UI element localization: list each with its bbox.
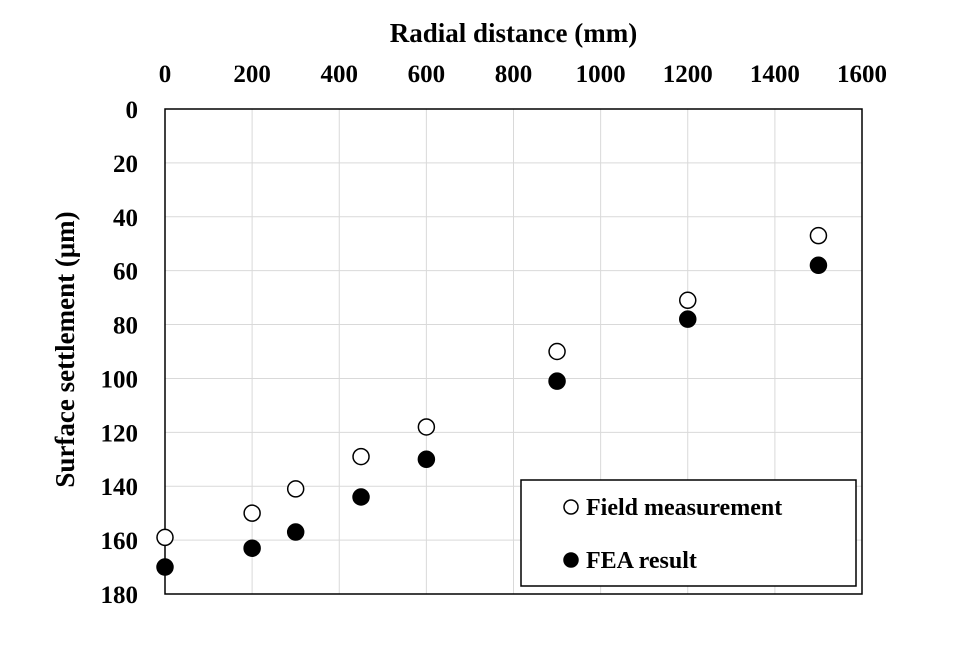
x-tick-label: 0 xyxy=(159,61,172,88)
y-tick-label: 20 xyxy=(113,151,138,178)
legend-marker-fea-result xyxy=(563,552,579,568)
tick-labels: 0 200 400 600 800 1000 1200 1400 1600 0 20 40 60 80 10… xyxy=(101,61,888,609)
legend-label-fea-result: FEA result xyxy=(586,548,697,574)
legend: Field measurement FEA result xyxy=(520,479,857,587)
y-tick-label: 160 xyxy=(101,528,139,555)
x-tick-label: 600 xyxy=(408,61,446,88)
x-tick-label: 1000 xyxy=(576,61,626,88)
legend-marker-field-measurement xyxy=(563,499,579,515)
y-tick-label: 60 xyxy=(113,259,138,286)
fea-result-point xyxy=(548,372,566,390)
field-measurement-point xyxy=(548,342,566,361)
data-points xyxy=(156,226,828,576)
legend-box xyxy=(520,479,857,587)
field-measurement-point xyxy=(156,528,174,547)
fea-result-point xyxy=(243,539,261,557)
field-measurement-point xyxy=(352,447,370,466)
fea-result-point xyxy=(679,310,697,328)
y-tick-label: 80 xyxy=(113,313,138,340)
y-tick-label: 120 xyxy=(101,420,139,447)
fea-result-point xyxy=(352,488,370,506)
field-measurement-point xyxy=(286,480,305,498)
x-tick-label: 1400 xyxy=(750,61,800,88)
x-tick-label: 400 xyxy=(321,61,359,88)
fea-result-point xyxy=(417,450,436,469)
y-tick-label: 100 xyxy=(101,366,139,393)
legend-label-field-measurement: Field measurement xyxy=(586,495,782,521)
fea-result-point xyxy=(286,523,305,541)
y-tick-label: 180 xyxy=(101,582,139,609)
y-tick-label: 0 xyxy=(126,97,139,124)
field-measurement-point xyxy=(679,291,697,310)
x-tick-label: 1600 xyxy=(837,61,887,88)
field-measurement-point xyxy=(243,504,261,522)
plot-frame xyxy=(164,108,863,595)
x-tick-label: 800 xyxy=(495,61,533,88)
fea-result-point xyxy=(156,558,174,576)
y-tick-label: 140 xyxy=(101,474,139,501)
y-axis-title: Surface settlement (μm) xyxy=(50,211,80,487)
fea-result-point xyxy=(809,256,828,275)
x-tick-label: 200 xyxy=(233,61,271,88)
y-tick-label: 40 xyxy=(113,205,138,232)
x-axis-title: Radial distance (mm) xyxy=(390,18,637,48)
field-measurement-point xyxy=(417,418,436,436)
x-tick-label: 1200 xyxy=(663,61,713,88)
field-measurement-point xyxy=(809,226,828,245)
